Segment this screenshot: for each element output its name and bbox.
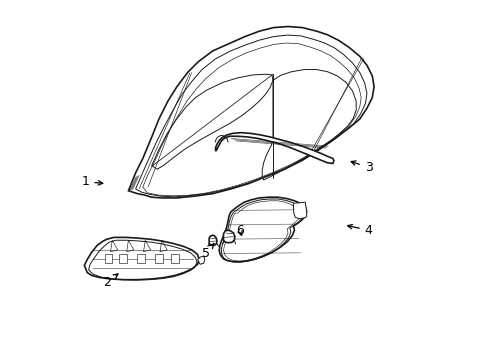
Polygon shape bbox=[197, 256, 205, 264]
Polygon shape bbox=[120, 255, 126, 264]
Text: 5: 5 bbox=[201, 243, 214, 260]
Polygon shape bbox=[294, 202, 307, 219]
Polygon shape bbox=[84, 237, 199, 280]
Polygon shape bbox=[155, 255, 163, 264]
Polygon shape bbox=[219, 197, 307, 262]
Polygon shape bbox=[172, 255, 179, 264]
Polygon shape bbox=[128, 27, 374, 198]
Polygon shape bbox=[216, 133, 334, 163]
Polygon shape bbox=[209, 235, 217, 245]
Polygon shape bbox=[137, 255, 145, 264]
Text: 4: 4 bbox=[348, 224, 373, 237]
Text: 2: 2 bbox=[103, 274, 118, 289]
Polygon shape bbox=[105, 255, 112, 264]
Text: 6: 6 bbox=[236, 224, 244, 237]
Text: 1: 1 bbox=[81, 175, 103, 188]
Text: 3: 3 bbox=[351, 161, 373, 174]
Polygon shape bbox=[223, 230, 235, 243]
